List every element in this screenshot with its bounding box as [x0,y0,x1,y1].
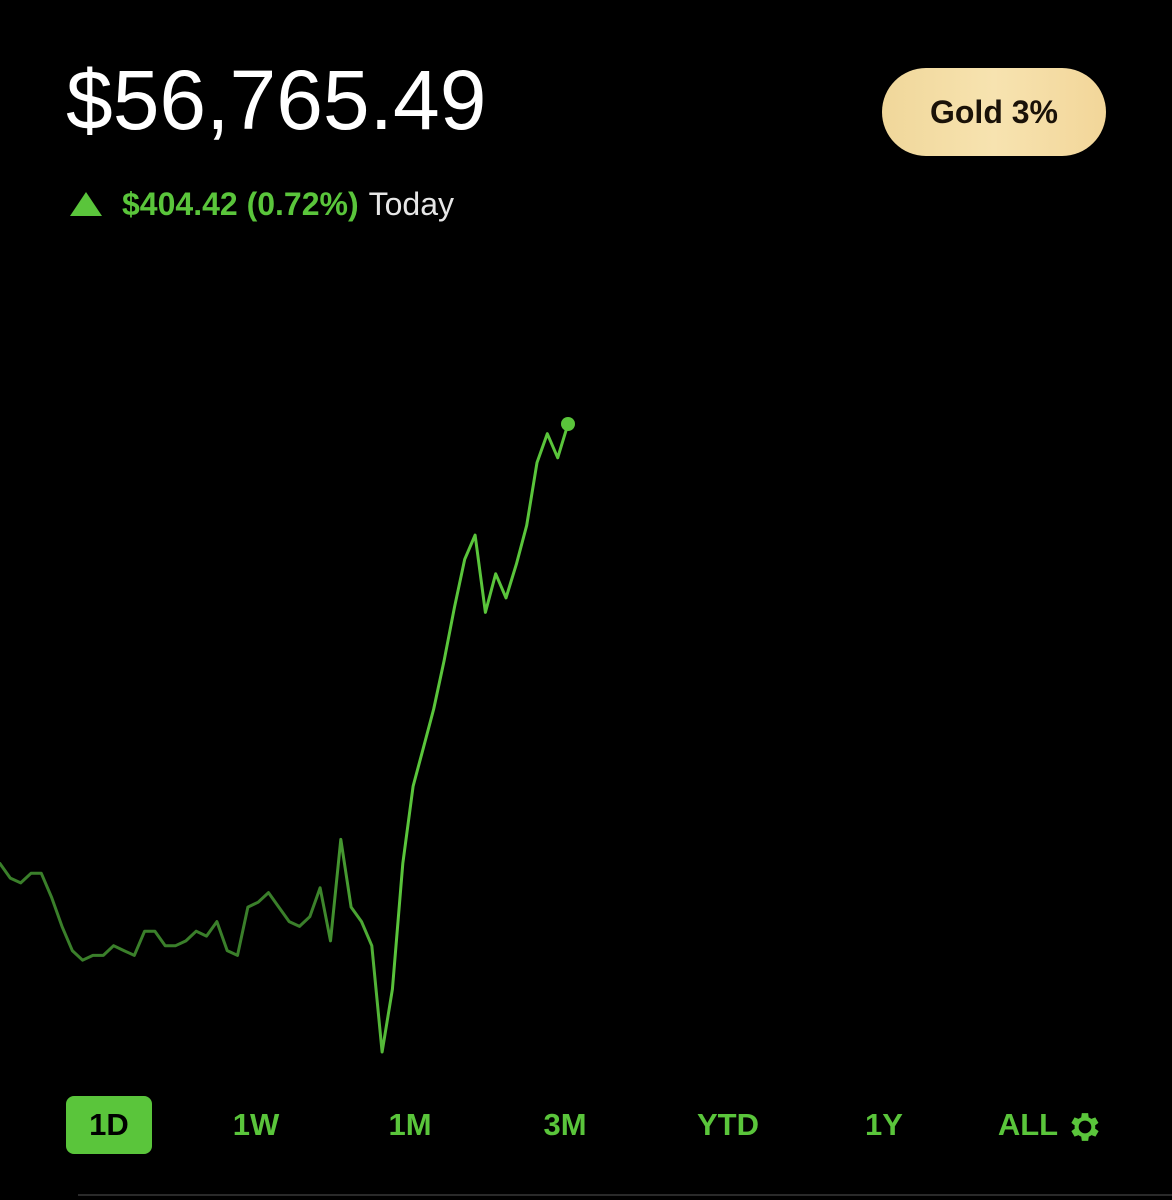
gold-badge[interactable]: Gold 3% [882,68,1106,156]
range-tab-1d[interactable]: 1D [66,1096,152,1154]
range-tab-1m[interactable]: 1M [388,1107,432,1142]
portfolio-chart[interactable] [0,0,1172,1090]
range-tab-1y[interactable]: 1Y [865,1107,903,1142]
portfolio-value-line [0,422,570,1054]
current-value-dot [561,417,575,431]
change-period: Today [368,186,454,222]
settings-gear-icon[interactable] [1066,1108,1104,1146]
range-tab-ytd[interactable]: YTD [697,1107,759,1142]
range-tab-3m[interactable]: 3M [543,1107,587,1142]
time-range-selector: 1D 1W 1M 3M YTD 1Y ALL [0,1096,1172,1156]
change-amount: $404.42 (0.72%) [122,186,359,222]
range-tab-all[interactable]: ALL [997,1107,1059,1142]
bottom-divider [78,1194,1172,1196]
portfolio-value: $56,765.49 [66,53,487,147]
daily-change-row: $404.42 (0.72%) Today [70,188,454,220]
range-tab-1w[interactable]: 1W [232,1107,280,1142]
up-arrow-icon [70,192,102,216]
